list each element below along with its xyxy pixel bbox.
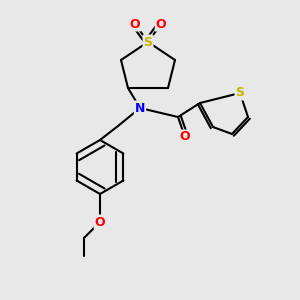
Text: O: O xyxy=(156,17,166,31)
Text: N: N xyxy=(135,101,145,115)
Text: S: S xyxy=(143,35,152,49)
Text: O: O xyxy=(95,215,105,229)
Text: O: O xyxy=(130,17,140,31)
Text: O: O xyxy=(180,130,190,143)
Text: S: S xyxy=(236,86,244,100)
